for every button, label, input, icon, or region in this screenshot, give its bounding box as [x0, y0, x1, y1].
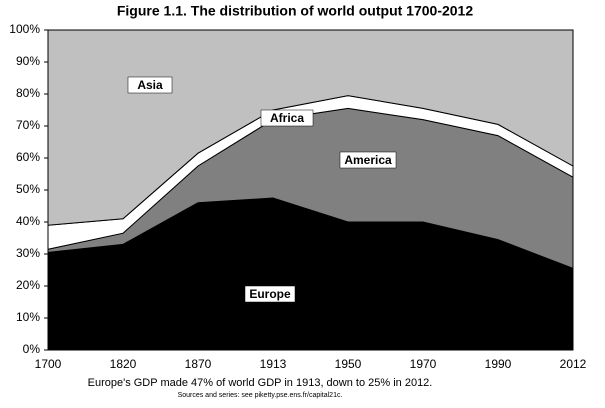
y-tick-label: 20% — [16, 278, 40, 292]
series-label-box — [244, 285, 296, 303]
caption: Europe's GDP made 47% of world GDP in 19… — [88, 377, 433, 389]
y-tick-label: 10% — [16, 310, 40, 324]
y-tick-label: 90% — [16, 54, 40, 68]
y-tick-label: 50% — [16, 182, 40, 196]
x-tick-label: 1870 — [185, 357, 212, 371]
x-tick-label: 1913 — [260, 357, 287, 371]
series-label-box — [339, 151, 397, 169]
series-label-box — [260, 109, 314, 127]
series-label-box — [127, 76, 173, 94]
x-tick-label: 1950 — [335, 357, 362, 371]
x-tick-label: 1700 — [35, 357, 62, 371]
y-tick-label: 30% — [16, 246, 40, 260]
chart-title: Figure 1.1. The distribution of world ou… — [117, 3, 473, 19]
series-label: Africa — [270, 111, 304, 125]
x-tick-label: 1990 — [485, 357, 512, 371]
y-tick-label: 40% — [16, 214, 40, 228]
series-label: Europe — [249, 287, 291, 301]
source: Sources and series: see piketty.pse.ens.… — [178, 392, 343, 399]
y-tick-label: 60% — [16, 150, 40, 164]
y-tick-label: 80% — [16, 86, 40, 100]
y-tick-label: 0% — [23, 342, 41, 356]
x-tick-label: 2012 — [560, 357, 587, 371]
y-tick-label: 70% — [16, 118, 40, 132]
x-tick-label: 1970 — [410, 357, 437, 371]
x-tick-label: 1820 — [110, 357, 137, 371]
y-tick-label: 100% — [9, 22, 40, 36]
series-label: America — [344, 153, 392, 167]
series-label: Asia — [137, 78, 163, 92]
